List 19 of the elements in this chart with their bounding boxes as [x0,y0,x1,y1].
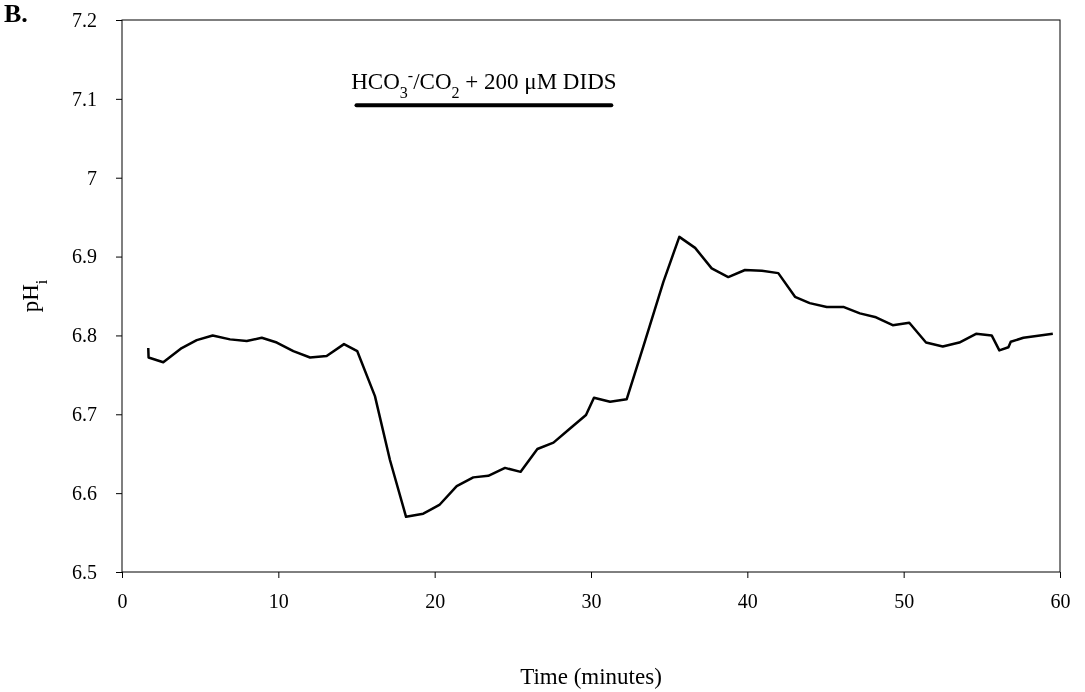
x-tick-label: 10 [268,590,289,613]
y-tick-label: 7.2 [72,8,97,31]
y-tick-label: 6.6 [72,482,97,505]
x-tick-label: 30 [581,590,602,613]
y-tick-label: 6.9 [72,245,97,268]
series-label: HCO$_{3}$$^{-}$/CO$_{2}$ + 200 μM DIDS [351,66,617,101]
y-tick-label: 6.5 [72,560,97,583]
x-axis-title: Time (minutes) [520,664,662,689]
y-tick-label: 6.8 [72,324,97,347]
text: B. [4,0,28,28]
x-tick-label: 40 [737,590,758,613]
x-tick-label: 50 [894,590,915,613]
x-tick-label: 60 [1050,590,1071,613]
y-tick-label: 7.1 [72,87,97,110]
x-tick-label: 20 [425,590,446,613]
y-tick-label: 6.7 [72,403,97,426]
y-tick-label: 7 [87,166,97,189]
line-series [147,235,1055,519]
x-tick-label: 0 [117,590,128,613]
